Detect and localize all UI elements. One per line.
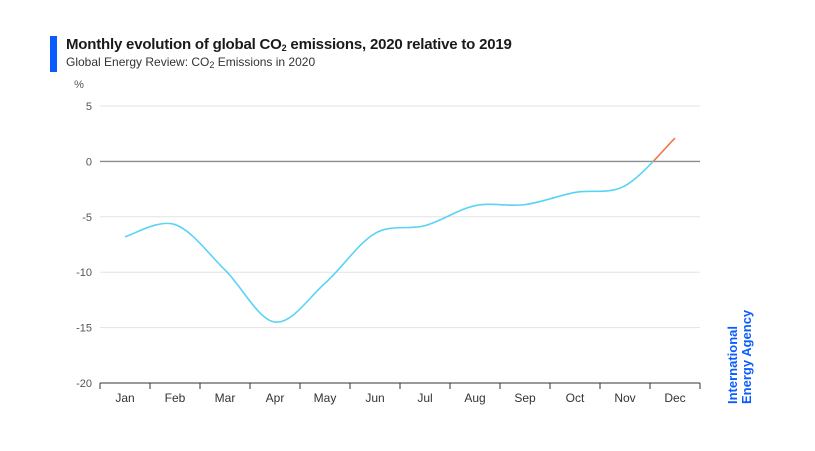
y-tick-label: 5	[86, 101, 92, 113]
y-axis-unit: %	[74, 79, 84, 91]
x-tick-label-feb: Feb	[165, 391, 186, 405]
data-point-oct	[574, 191, 576, 193]
y-tick-label: -10	[76, 267, 92, 279]
data-point-nov	[624, 185, 626, 187]
iea-logo: International Energy Agency	[725, 309, 754, 404]
x-tick-label-jan: Jan	[115, 391, 134, 405]
x-tick-label-sep: Sep	[514, 391, 536, 405]
data-point-dec	[674, 137, 676, 139]
series-line-positive	[652, 137, 676, 162]
y-tick-label: -15	[76, 323, 92, 335]
brand-line-1: International	[725, 325, 740, 404]
chart-title: Monthly evolution of global CO2 emission…	[66, 36, 512, 53]
y-tick-label: -20	[76, 378, 92, 390]
brand-line-2: Energy Agency	[739, 309, 754, 404]
x-tick-label-mar: Mar	[215, 391, 236, 405]
data-point-may	[324, 282, 326, 284]
x-tick-label-apr: Apr	[266, 391, 285, 405]
x-tick-label-oct: Oct	[566, 391, 585, 405]
data-point-mar	[224, 269, 226, 271]
x-tick-label-may: May	[314, 391, 337, 405]
data-point-jul	[424, 224, 426, 226]
series-line-negative	[124, 161, 655, 323]
x-tick-label-jun: Jun	[365, 391, 384, 405]
accent-bar	[50, 36, 57, 72]
y-tick-label: 0	[86, 156, 92, 168]
data-point-jan	[124, 236, 126, 238]
data-point-sep	[524, 203, 526, 205]
data-point-jun	[374, 232, 376, 234]
x-tick-label-nov: Nov	[614, 391, 635, 405]
y-tick-label: -5	[82, 212, 92, 224]
data-point-feb	[174, 223, 176, 225]
x-tick-label-jul: Jul	[417, 391, 432, 405]
x-tick-label-aug: Aug	[464, 391, 485, 405]
data-point-aug	[474, 205, 476, 207]
chart-subtitle: Global Energy Review: CO2 Emissions in 2…	[66, 55, 316, 70]
x-tick-label-dec: Dec	[664, 391, 685, 405]
data-point-apr	[274, 321, 276, 323]
